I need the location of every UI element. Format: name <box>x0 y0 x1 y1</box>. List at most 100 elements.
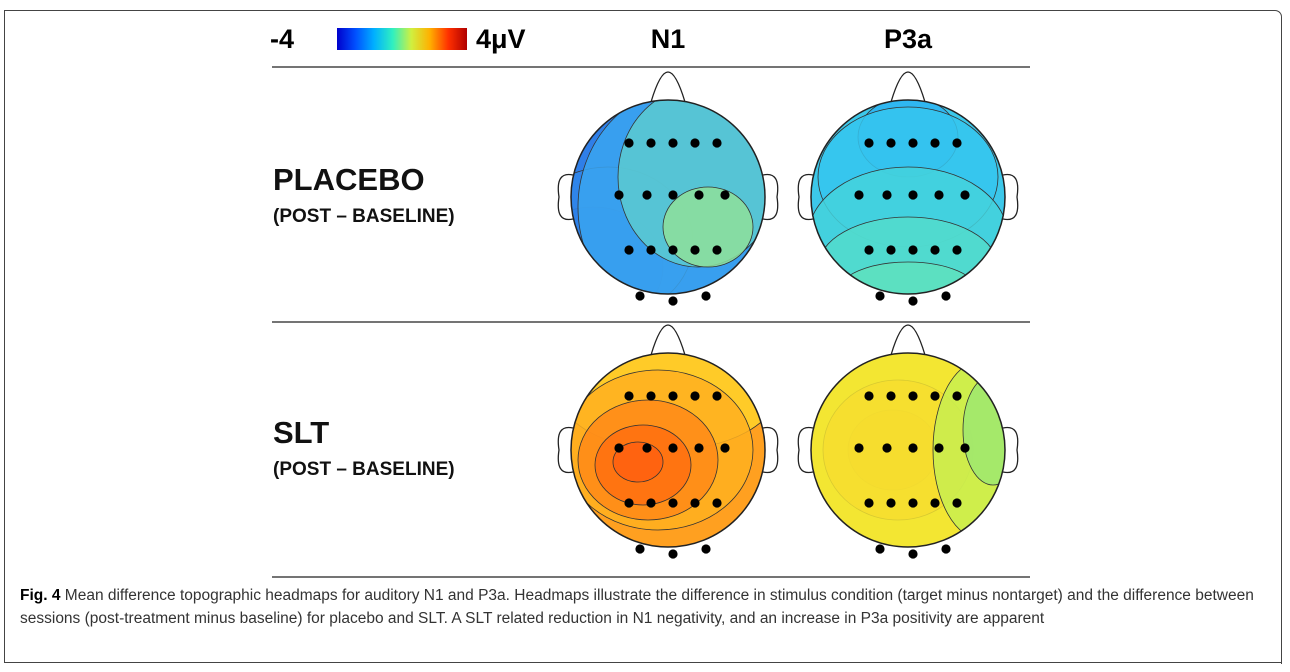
headmap-placebo-n1 <box>557 71 779 306</box>
electrode-dot <box>624 138 634 148</box>
electrode-dot <box>635 544 645 554</box>
electrode-dot <box>854 190 864 200</box>
headmap-placebo-p3a <box>797 71 1019 306</box>
electrode-dot <box>930 138 940 148</box>
contour-layer <box>571 100 765 294</box>
column-header-n1: N1 <box>651 24 686 54</box>
electrode-dot <box>941 291 951 301</box>
electrode-dot <box>668 391 678 401</box>
caption-label: Fig. 4 <box>20 587 61 604</box>
right-ear-outline <box>762 173 779 221</box>
electrode-dot <box>642 190 652 200</box>
electrode-dot <box>624 245 634 255</box>
electrode-dot <box>886 245 896 255</box>
electrode-dot <box>690 245 700 255</box>
electrode-dot <box>908 549 918 559</box>
headmap-slt-p3a <box>797 324 1019 559</box>
right-ear-outline <box>762 426 779 474</box>
electrode-dot <box>668 549 678 559</box>
electrode-dot <box>668 138 678 148</box>
row-subtitle-slt: (POST – BASELINE) <box>273 459 455 480</box>
electrode-dot <box>864 391 874 401</box>
electrode-dot <box>908 138 918 148</box>
figure-frame <box>4 10 1282 664</box>
electrode-dot <box>886 498 896 508</box>
figure-panel: -4 4μV N1 P3a PLACEBO (POST – BASELINE) … <box>270 24 1030 578</box>
electrode-dot <box>930 498 940 508</box>
contour-region <box>837 261 979 294</box>
electrode-dot <box>668 498 678 508</box>
electrode-dot <box>908 443 918 453</box>
electrode-dot <box>668 190 678 200</box>
electrode-dot <box>882 190 892 200</box>
electrode-dot <box>908 245 918 255</box>
head-outline <box>810 352 1006 548</box>
electrode-dot <box>642 443 652 453</box>
electrode-dot <box>952 498 962 508</box>
electrode-dot <box>712 245 722 255</box>
frame-bottom-border <box>4 662 1281 663</box>
electrode-dot <box>624 498 634 508</box>
electrode-dot <box>908 190 918 200</box>
electrode-dot <box>668 443 678 453</box>
colorbar <box>337 28 467 50</box>
electrode-dot <box>864 138 874 148</box>
electrode-dot <box>720 190 730 200</box>
electrode-dot <box>694 190 704 200</box>
electrode-dot <box>720 443 730 453</box>
electrode-dot <box>934 190 944 200</box>
electrode-dot <box>864 498 874 508</box>
head-outline <box>570 352 766 548</box>
contour-region <box>612 441 664 483</box>
caption-text: Mean difference topographic headmaps for… <box>20 587 1254 627</box>
right-ear-outline <box>1002 173 1019 221</box>
electrode-dot <box>908 498 918 508</box>
electrode-dot <box>690 498 700 508</box>
electrode-dot <box>930 391 940 401</box>
electrode-dot <box>624 391 634 401</box>
row-title-placebo: PLACEBO <box>273 162 425 197</box>
electrode-dot <box>646 391 656 401</box>
electrode-dot <box>952 138 962 148</box>
electrode-dot <box>882 443 892 453</box>
colorbar-max-label: 4μV <box>476 24 526 54</box>
electrode-dot <box>930 245 940 255</box>
electrode-dot <box>886 138 896 148</box>
nose-outline <box>890 71 926 103</box>
head-outline <box>570 99 766 295</box>
electrode-dot <box>668 296 678 306</box>
electrode-dot <box>690 391 700 401</box>
electrode-dot <box>646 138 656 148</box>
figure-caption: Fig. 4 Mean difference topographic headm… <box>20 584 1270 630</box>
electrode-dot <box>694 443 704 453</box>
electrode-dot <box>952 245 962 255</box>
electrode-dot <box>614 190 624 200</box>
electrode-dot <box>646 498 656 508</box>
nose-outline <box>650 324 686 356</box>
electrode-dot <box>864 245 874 255</box>
electrode-dot <box>908 296 918 306</box>
electrode-dot <box>960 443 970 453</box>
electrode-dot <box>886 391 896 401</box>
electrode-dot <box>701 291 711 301</box>
electrode-dot <box>960 190 970 200</box>
electrode-dot <box>614 443 624 453</box>
left-ear-outline <box>557 426 574 474</box>
electrode-dot <box>934 443 944 453</box>
electrode-dot <box>690 138 700 148</box>
electrode-dot <box>712 391 722 401</box>
nose-outline <box>890 324 926 356</box>
left-ear-outline <box>557 173 574 221</box>
nose-outline <box>650 71 686 103</box>
electrode-dot <box>712 498 722 508</box>
electrode-dot <box>712 138 722 148</box>
electrode-dot <box>854 443 864 453</box>
contour-layer <box>811 353 1005 547</box>
frame-left-border <box>4 10 5 663</box>
electrode-dot <box>646 245 656 255</box>
electrode-dot <box>875 544 885 554</box>
electrode-dot <box>668 245 678 255</box>
electrode-dot <box>875 291 885 301</box>
left-ear-outline <box>797 426 814 474</box>
head-outline <box>810 99 1006 295</box>
